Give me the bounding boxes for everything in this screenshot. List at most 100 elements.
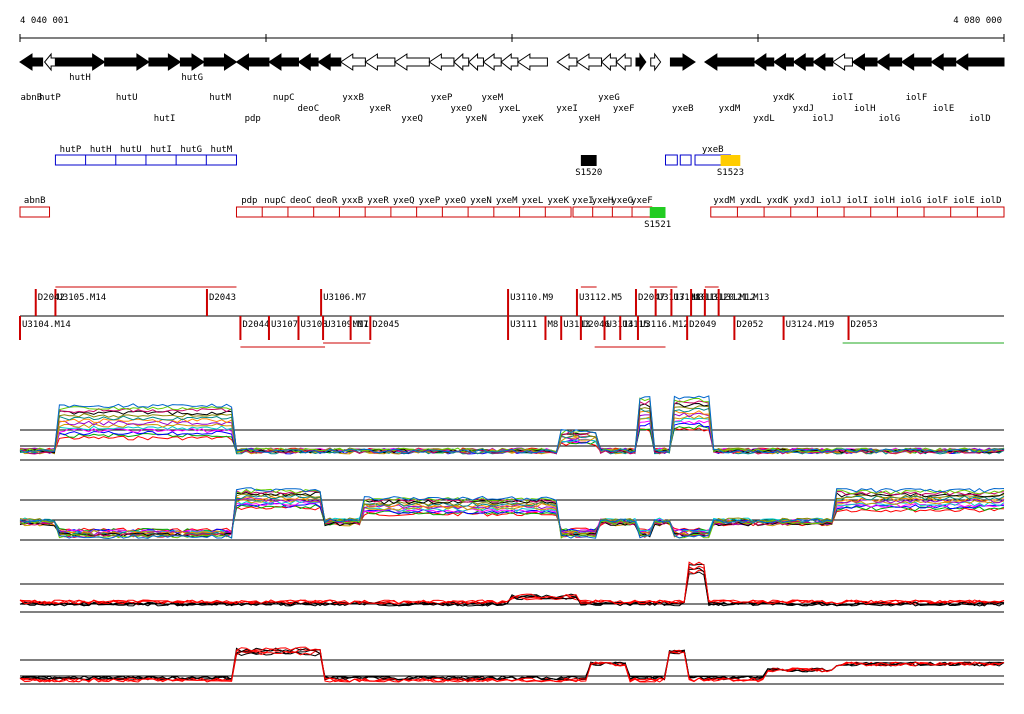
operon-box — [19, 206, 51, 218]
gene-label: yxdK — [773, 93, 795, 103]
operon-gene-label: yxeL — [522, 196, 544, 206]
gene-arrow — [669, 53, 696, 71]
gene-arrow — [297, 53, 319, 71]
tu-label: D2044 — [242, 320, 269, 330]
expression-line — [19, 417, 1005, 454]
gene-arrow — [954, 53, 1005, 71]
expression-line — [19, 397, 1005, 453]
operon-gene-label: iolF — [927, 196, 949, 206]
gene-arrow — [104, 53, 150, 71]
gene-label: hutU — [116, 93, 138, 103]
gene-label: yxeP — [431, 93, 453, 103]
coordinate-ruler — [19, 34, 1005, 42]
gene-label: iolH — [854, 104, 876, 114]
gene-arrow — [394, 53, 430, 71]
expression-line — [19, 495, 1005, 537]
gene-arrow — [235, 53, 270, 71]
operon-gene-label: yxdM — [713, 196, 735, 206]
gene-label: deoC — [297, 104, 319, 114]
operon-gene-label: yxdL — [740, 196, 762, 206]
operon-gene-label: yxeR — [367, 196, 389, 206]
tu-label: D2049 — [689, 320, 716, 330]
srna-marker — [649, 207, 666, 218]
gene-arrow — [482, 52, 502, 72]
gene-arrow — [635, 52, 647, 72]
tiling-line — [19, 646, 1005, 683]
tu-label: M8 — [547, 320, 558, 330]
operon-gene-label: yxdJ — [793, 196, 815, 206]
operon-gene-label: nupC — [264, 196, 286, 206]
operon-gene-label: yxeN — [470, 196, 492, 206]
gene-arrow — [339, 53, 366, 71]
tu-label: U3116.M12 — [640, 320, 689, 330]
gene-arrow — [517, 53, 548, 71]
operon-gene-label: yxxB — [341, 196, 363, 206]
gene-label: hutM — [209, 93, 231, 103]
operon-gene-label: iolG — [900, 196, 922, 206]
operon-gene-label: yxeG — [611, 196, 633, 206]
operon-box — [235, 206, 572, 218]
expression-line — [19, 490, 1005, 539]
operon-gene-label: yxeK — [547, 196, 569, 206]
gene-label: hutH — [69, 73, 91, 83]
srna-marker — [580, 155, 597, 166]
gene-label: yxeH — [578, 114, 600, 124]
operon-gene-label: hutU — [120, 145, 142, 155]
srna-label: S1521 — [644, 220, 671, 230]
gene-label: iolI — [832, 93, 854, 103]
tu-label: U3120.M12 — [707, 293, 756, 303]
tu-label: U3105.M14 — [57, 293, 106, 303]
tu-label: U3113 — [563, 320, 590, 330]
tu-label: D2043 — [209, 293, 236, 303]
expression-line — [19, 493, 1005, 537]
gene-arrow — [203, 53, 238, 71]
gene-label: deoR — [319, 114, 341, 124]
gene-label: yxeI — [556, 104, 578, 114]
gene-arrow — [792, 53, 814, 71]
gene-arrow — [54, 53, 106, 71]
operon-gene-label: yxeB — [702, 145, 724, 155]
gene-arrow — [428, 53, 455, 71]
gene-label: yxeQ — [401, 114, 423, 124]
operon-gene-label: iolJ — [820, 196, 842, 206]
expression-line — [19, 427, 1005, 453]
operon-gene-label: hutM — [211, 145, 233, 155]
expression-line — [19, 502, 1005, 534]
gene-arrow — [703, 53, 755, 71]
operon-gene-label: hutP — [60, 145, 82, 155]
gene-label: yxeL — [499, 104, 521, 114]
gene-label: hutG — [181, 73, 203, 83]
gene-arrow — [179, 53, 205, 71]
operon-gene-label: yxdK — [767, 196, 789, 206]
gene-label: yxeK — [522, 114, 544, 124]
operon-gene-label: hutI — [150, 145, 172, 155]
tu-label: U3108 — [300, 320, 327, 330]
tu-label: U3104.M14 — [22, 320, 71, 330]
expression-line — [19, 504, 1005, 534]
tu-label: U3118 — [673, 293, 700, 303]
tu-label: D2052 — [736, 320, 763, 330]
gene-label: iolE — [933, 104, 955, 114]
tu-label: D2046 — [583, 320, 610, 330]
gene-label: yxeR — [369, 104, 391, 114]
operon-gene-label: pdp — [241, 196, 257, 206]
feature-box — [679, 154, 692, 166]
gene-arrow — [831, 53, 853, 71]
tu-label: M11 — [353, 320, 369, 330]
tu-label: D2047 — [638, 293, 665, 303]
gene-label: yxeG — [598, 93, 620, 103]
gene-label: iolG — [879, 114, 901, 124]
gene-arrow — [19, 53, 44, 71]
gene-label: iolJ — [812, 114, 834, 124]
gene-label: yxeF — [613, 104, 635, 114]
gene-arrow — [364, 53, 396, 71]
operon-gene-label: iolH — [873, 196, 895, 206]
gene-label: yxxB — [342, 93, 364, 103]
tu-label: D2042 — [38, 293, 65, 303]
gene-arrow — [930, 53, 957, 71]
gene-arrow — [851, 53, 878, 71]
operon-gene-label: yxeH — [592, 196, 614, 206]
tu-label: U3111 — [510, 320, 537, 330]
